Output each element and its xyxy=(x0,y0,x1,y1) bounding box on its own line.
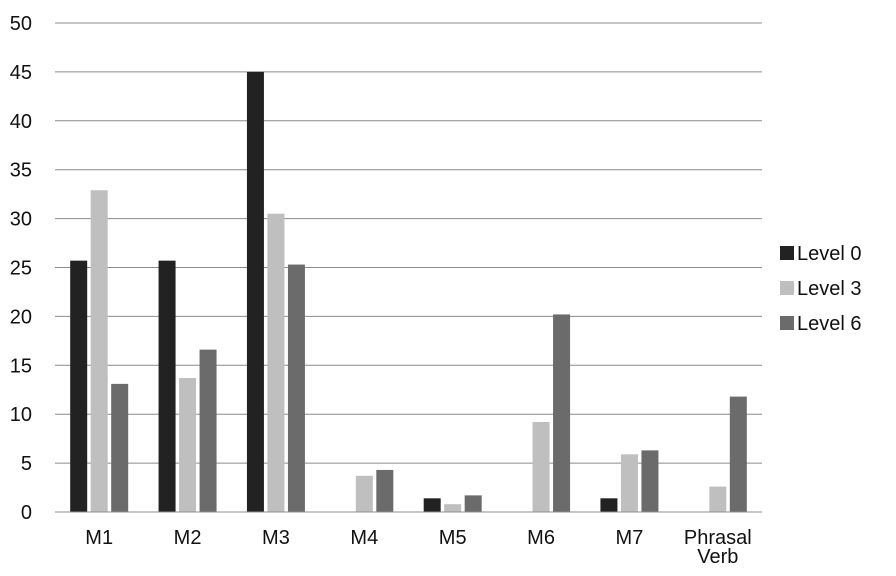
bar-series xyxy=(70,71,747,513)
y-tick-label: 10 xyxy=(10,404,32,426)
bar-level-3 xyxy=(444,504,462,512)
x-category-label: M6 xyxy=(527,527,555,549)
y-tick-label: 5 xyxy=(21,453,32,475)
legend-swatch xyxy=(780,316,794,330)
x-category-label: Verb xyxy=(697,546,738,568)
bar-level-6 xyxy=(464,495,482,512)
x-category-label: M5 xyxy=(439,527,467,549)
bar-level-6 xyxy=(199,349,217,512)
x-category-label: M2 xyxy=(174,527,202,549)
bar-level-6 xyxy=(287,264,305,512)
legend-label: Level 6 xyxy=(797,313,862,335)
bar-level-3 xyxy=(620,454,638,512)
y-tick-label: 35 xyxy=(10,160,32,182)
x-category-label: M7 xyxy=(616,527,644,549)
bar-level-3 xyxy=(90,190,108,512)
y-tick-label: 25 xyxy=(10,258,32,280)
y-axis-tick-labels: 0 5 10 15 20 25 30 35 40 45 50 xyxy=(10,13,32,524)
bar-level-6 xyxy=(376,469,394,512)
bar-level-0 xyxy=(158,260,176,512)
legend-swatch xyxy=(780,281,794,295)
x-category-label: M4 xyxy=(350,527,378,549)
x-category-label: M3 xyxy=(262,527,290,549)
bar-level-0 xyxy=(70,260,88,512)
bar-level-6 xyxy=(553,314,571,512)
y-tick-label: 50 xyxy=(10,13,32,35)
y-tick-label: 20 xyxy=(10,306,32,328)
legend-label: Level 0 xyxy=(797,243,862,265)
bar-level-0 xyxy=(423,498,441,512)
bar-level-3 xyxy=(179,378,197,512)
y-tick-label: 0 xyxy=(21,502,32,524)
y-tick-label: 15 xyxy=(10,355,32,377)
y-tick-label: 45 xyxy=(10,62,32,84)
legend-label: Level 3 xyxy=(797,278,862,300)
bar-level-6 xyxy=(111,383,129,512)
bar-level-3 xyxy=(532,422,550,512)
bar-level-3 xyxy=(267,213,285,512)
bar-level-3 xyxy=(709,486,727,512)
bar-level-6 xyxy=(641,450,659,512)
legend: Level 0 Level 3 Level 6 xyxy=(780,243,862,335)
x-category-label: Phrasal xyxy=(684,527,752,549)
bar-level-0 xyxy=(600,498,618,512)
bar-level-3 xyxy=(355,475,373,512)
legend-swatch xyxy=(780,246,794,260)
x-category-label: M1 xyxy=(85,527,113,549)
bar-level-6 xyxy=(729,396,747,512)
bar-level-0 xyxy=(246,71,264,513)
y-tick-label: 30 xyxy=(10,209,32,231)
y-tick-label: 40 xyxy=(10,111,32,133)
